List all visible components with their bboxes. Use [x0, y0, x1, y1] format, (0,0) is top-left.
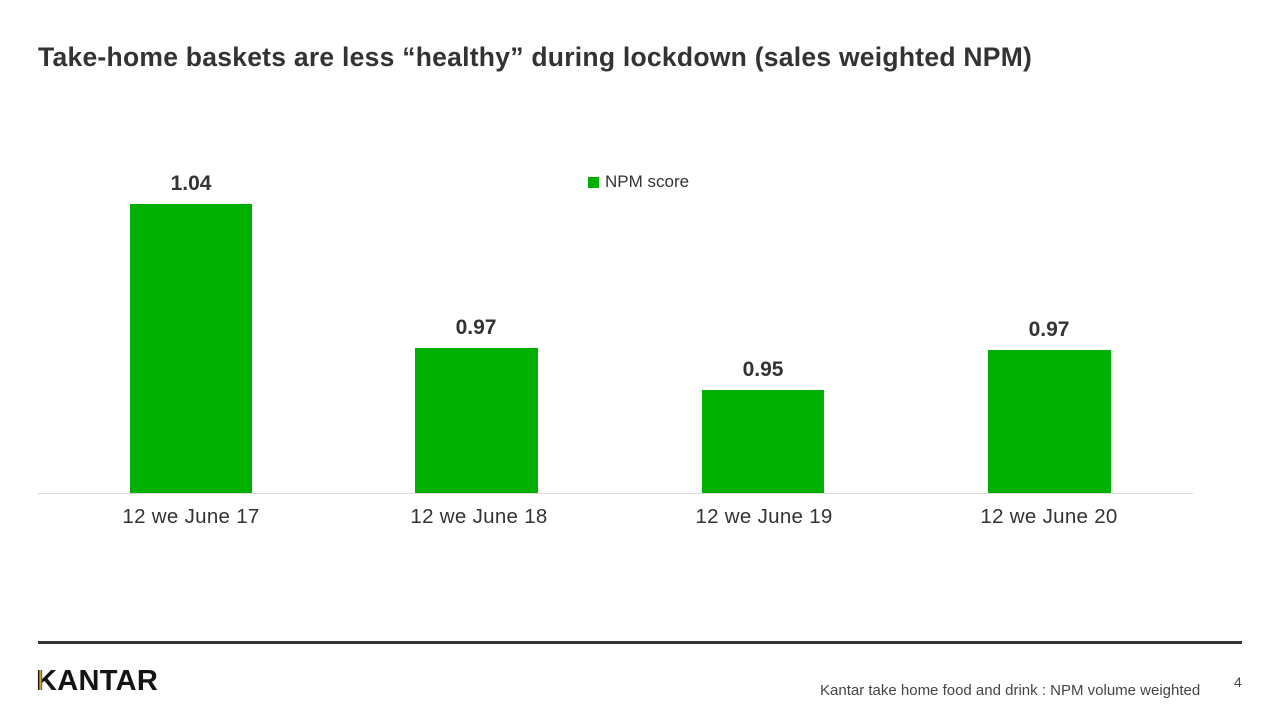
svg-text:KANTAR: KANTAR — [36, 665, 158, 697]
